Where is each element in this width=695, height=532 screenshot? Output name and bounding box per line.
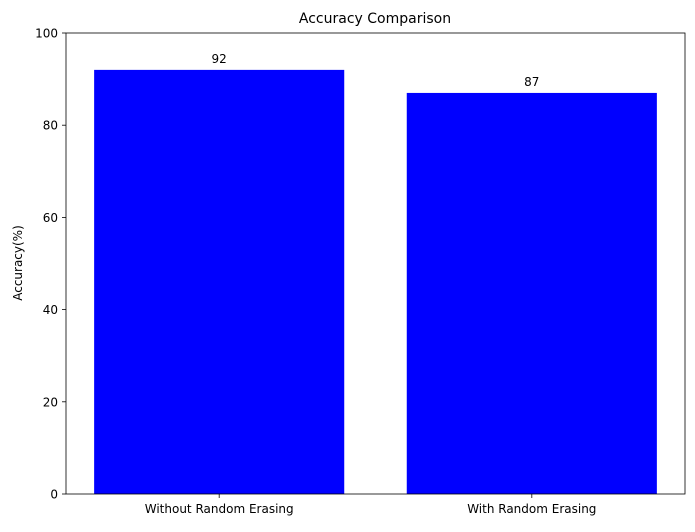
y-tick-label-1: 0	[50, 488, 58, 502]
plot-area: 92 Without Random Erasing 87 With Random Er…	[35, 27, 686, 516]
y-axis-label: Accuracy(%)	[11, 225, 25, 301]
chart-title: Accuracy Comparison	[299, 11, 451, 27]
x-tick-label-2: With Random Erasing	[467, 502, 596, 516]
y-tick-label-5: 80	[43, 119, 58, 133]
x-tick-label-1: Without Random Erasing	[145, 502, 294, 516]
data-label-1: 92	[212, 52, 227, 66]
y-tick-label-4: 60	[43, 211, 58, 225]
data-label-2: 87	[524, 75, 539, 89]
bar-2	[406, 92, 657, 495]
bar-1	[94, 69, 345, 494]
axes-frame	[65, 32, 686, 495]
y-tick-label-6: 100	[35, 27, 58, 41]
y-tick-label-2: 20	[43, 395, 58, 409]
y-tick-label-3: 40	[43, 303, 58, 317]
